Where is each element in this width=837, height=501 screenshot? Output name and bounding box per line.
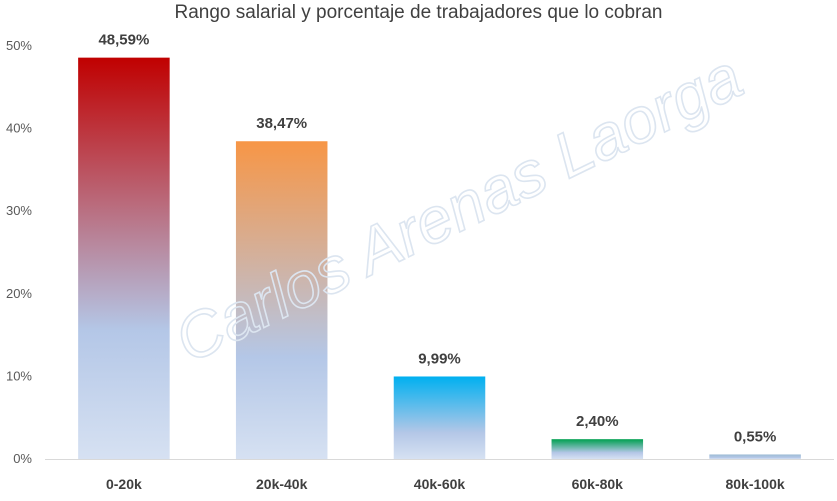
x-axis: 0-20k 20k-40k 40k-60k 60k-80k 80k-100k	[45, 459, 834, 492]
data-label: 38,47%	[256, 115, 307, 132]
bar-80k-100k	[709, 454, 801, 459]
bar-20k-40k	[235, 141, 328, 459]
x-tick-label: 60k-80k	[572, 476, 624, 492]
y-tick-label: 20%	[6, 286, 32, 301]
data-label: 48,59%	[98, 32, 149, 49]
y-axis: 0% 10% 20% 30% 40% 50%	[6, 38, 32, 466]
x-tick-label: 80k-100k	[726, 476, 785, 492]
y-tick-label: 0%	[13, 451, 32, 466]
y-tick-label: 50%	[6, 38, 32, 53]
data-label: 2,40%	[576, 413, 619, 430]
data-labels: 48,59% 38,47% 9,99% 2,40% 0,55%	[98, 32, 776, 446]
x-tick-label: 40k-60k	[414, 476, 466, 492]
y-tick-label: 10%	[6, 368, 32, 383]
bar-60k-80k	[551, 439, 644, 459]
bars	[78, 57, 801, 459]
x-tick-label: 0-20k	[106, 476, 142, 492]
data-label: 0,55%	[734, 428, 777, 445]
y-tick-label: 40%	[6, 121, 32, 136]
y-tick-label: 30%	[6, 203, 32, 218]
data-label: 9,99%	[418, 350, 461, 367]
bar-40k-60k	[393, 376, 486, 459]
bar-0-20k	[78, 57, 170, 459]
x-tick-label: 20k-40k	[256, 476, 308, 492]
chart-title: Rango salarial y porcentaje de trabajado…	[174, 2, 663, 23]
